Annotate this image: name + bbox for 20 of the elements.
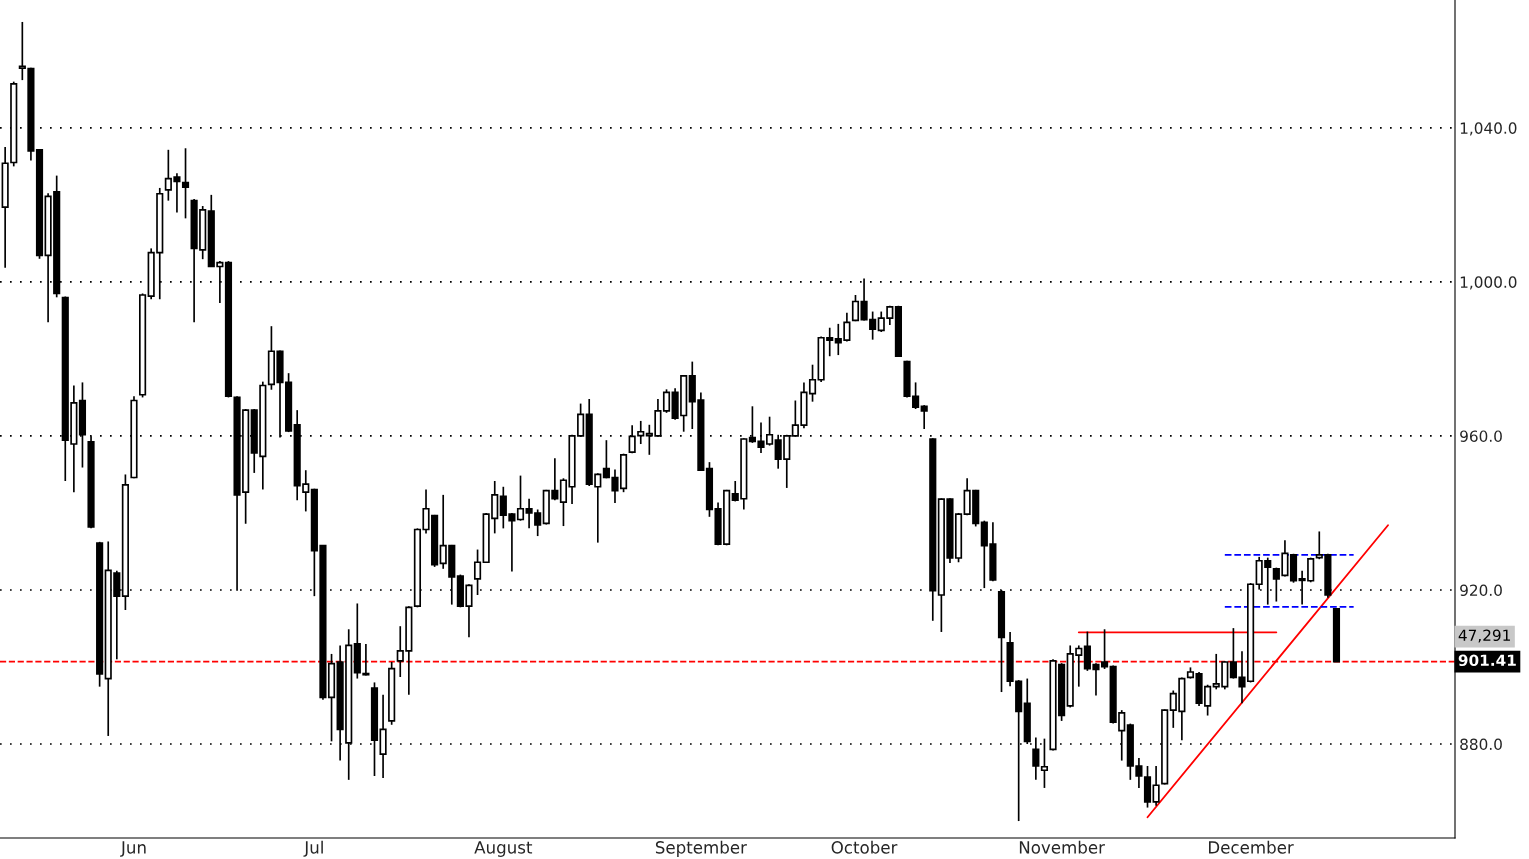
candlestick (181, 147, 190, 220)
y-tick-label: 1,040.0 (1460, 122, 1517, 136)
text: 47,291 (1458, 629, 1510, 643)
x-tick-label: December (1209, 840, 1294, 854)
candlestick (516, 474, 525, 522)
x-tick-label: September (655, 840, 747, 857)
y-tick-label: 880.0 (1460, 738, 1502, 751)
x-tick-label: Jul (303, 840, 323, 857)
y-tick-label: 960.0 (1460, 430, 1502, 442)
candlestick (473, 548, 482, 596)
y-tick-label: 1,000.0 (1460, 276, 1517, 290)
y-tick-label: 920.0 (1460, 584, 1502, 597)
x-tick-label: August (474, 841, 533, 857)
candlestick (1040, 737, 1049, 789)
ref-line-label: 901.41 (1458, 654, 1516, 667)
candlestick (920, 404, 928, 430)
x-tick-label: Jun (120, 841, 146, 857)
candlestick (1032, 736, 1040, 781)
x-tick-label: November (1019, 840, 1105, 854)
x-tick-label: October (831, 840, 898, 854)
